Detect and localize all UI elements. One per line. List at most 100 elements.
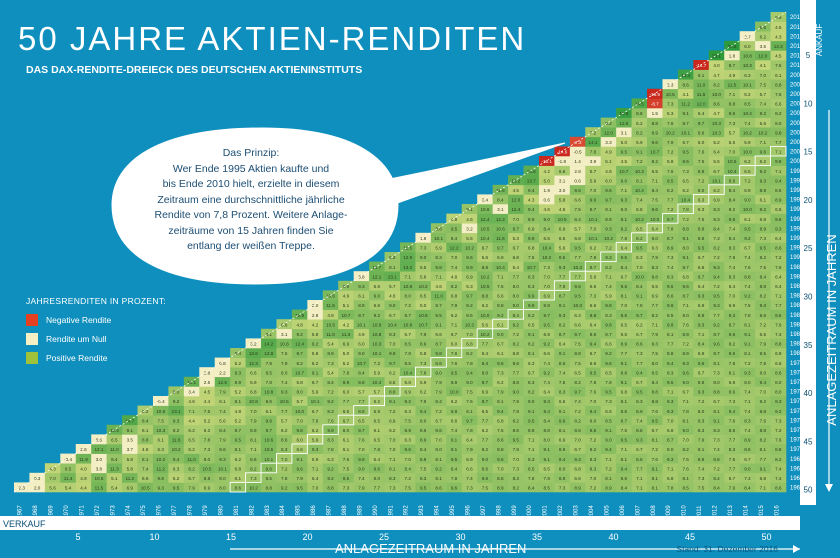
heatmap-cell-value: 6.4 — [482, 351, 489, 356]
heatmap-cell — [724, 98, 740, 109]
heatmap-cell — [585, 444, 602, 454]
heatmap-cell — [353, 357, 370, 368]
heatmap-cell-value: 10.1 — [589, 217, 598, 222]
heatmap-cell-value: 8.6 — [513, 361, 520, 366]
heatmap-cell — [693, 357, 710, 368]
heatmap-cell — [693, 338, 710, 349]
heatmap-cell — [724, 69, 740, 80]
heatmap-cell-value: 12.5 — [218, 380, 227, 385]
heatmap-cell — [585, 223, 602, 234]
heatmap-cell — [647, 367, 663, 378]
heatmap-cell — [508, 194, 524, 205]
heatmap-cell-value: 9.0 — [497, 332, 504, 337]
heatmap-cell — [770, 415, 787, 426]
heatmap-cell-value: 6.5 — [652, 284, 659, 289]
heatmap-cell-value: 7.2 — [327, 390, 334, 395]
sell-year-label: 2007 — [635, 505, 641, 519]
heatmap-cell — [523, 376, 540, 387]
heatmap-cell-value: 8.8 — [543, 303, 550, 308]
heatmap-cell — [708, 434, 725, 445]
heatmap-cell — [523, 213, 540, 224]
heatmap-cell-value: 9.3 — [621, 198, 628, 203]
heatmap-cell — [554, 444, 571, 454]
heatmap-cell-value: 7.6 — [497, 284, 504, 289]
heatmap-cell-value: 8.2 — [775, 457, 782, 462]
heatmap-cell — [647, 88, 663, 99]
heatmap-cell-value: 8.6 — [590, 332, 597, 337]
heatmap-cell — [261, 405, 277, 416]
heatmap-cell — [353, 367, 370, 378]
heatmap-cell-value: 5.8 — [405, 380, 412, 385]
heatmap-cell-value: 8.2 — [667, 188, 674, 193]
heatmap-cell — [523, 204, 540, 214]
heatmap-cell-value: 8.1 — [652, 486, 659, 491]
heatmap-cell-value: 8.1 — [667, 332, 674, 337]
heatmap-cell-value: 9.7 — [482, 380, 489, 385]
heatmap-cell-value: 8.9 — [559, 447, 566, 452]
heatmap-cell-value: 8.7 — [559, 332, 566, 337]
heatmap-cell — [631, 367, 648, 378]
heatmap-cell — [245, 405, 262, 416]
heatmap-cell-value: 6.6 — [497, 294, 504, 299]
heatmap-cell — [770, 40, 787, 51]
heatmap-cell — [538, 271, 555, 282]
heatmap-cell — [523, 463, 540, 474]
heatmap-cell-value: -15.1 — [541, 159, 552, 164]
heatmap-cell-value: 4.8 — [559, 207, 566, 212]
heatmap-cell-value: 6.0 — [605, 178, 612, 183]
heatmap-cell-value: 9.1 — [605, 428, 612, 433]
heatmap-cell — [724, 165, 740, 176]
heatmap-cell-value: 7.2 — [590, 486, 597, 491]
heatmap-cell-value: 7.0 — [590, 476, 597, 481]
heatmap-cell — [446, 396, 463, 406]
heatmap-cell-value: 8.4 — [713, 486, 720, 491]
heatmap-cell — [600, 280, 617, 291]
heatmap-cell-value: 8.3 — [590, 457, 597, 462]
heatmap-cell — [322, 424, 339, 435]
heatmap-cell — [446, 472, 463, 483]
heatmap-cell-value: 8.2 — [775, 111, 782, 116]
heatmap-cell-value: 11.0 — [187, 457, 196, 462]
heatmap-cell — [461, 482, 478, 493]
heatmap-cell-value: 7.6 — [652, 457, 659, 462]
heatmap-cell — [261, 453, 277, 464]
heatmap-cell-value: 6.1 — [219, 399, 226, 404]
heatmap-cell — [677, 396, 694, 406]
heatmap-cell-value: 8.7 — [559, 294, 566, 299]
heatmap-cell-value: 8.1 — [744, 351, 751, 356]
heatmap-cell-value: 7.1 — [451, 322, 458, 327]
heatmap-cell — [647, 242, 663, 253]
heatmap-cell — [415, 463, 432, 474]
heatmap-cell — [477, 223, 493, 234]
heatmap-cell-value: 8.0 — [775, 121, 782, 126]
heatmap-cell-value: 7.5 — [574, 207, 581, 212]
heatmap-cell-value: 7.5 — [698, 159, 705, 164]
heatmap-cell — [400, 367, 416, 378]
heatmap-cell — [616, 108, 632, 118]
heatmap-cell-value: 9.8 — [590, 313, 597, 318]
heatmap-cell-value: 6.1 — [343, 447, 350, 452]
x-tick-label: 35 — [532, 532, 542, 542]
heatmap-cell-value: 8.6 — [266, 399, 273, 404]
heatmap-cell-value: 8.2 — [760, 438, 767, 443]
heatmap-cell-value: 9.0 — [682, 380, 689, 385]
heatmap-cell — [461, 453, 478, 464]
heatmap-cell — [276, 338, 293, 349]
heatmap-cell — [677, 309, 694, 320]
buy-year-label: 1974 — [790, 409, 804, 415]
heatmap-cell — [600, 290, 617, 301]
heatmap-cell-value: 7.6 — [667, 169, 674, 174]
heatmap-cell — [508, 184, 524, 195]
heatmap-cell — [461, 396, 478, 406]
heatmap-cell — [353, 376, 370, 387]
heatmap-cell-value: 10.8 — [403, 322, 412, 327]
heatmap-cell-value: 6.5 — [358, 418, 365, 423]
heatmap-cell-value: 6.8 — [667, 476, 674, 481]
heatmap-cell-value: 9.8 — [358, 380, 365, 385]
heatmap-cell — [724, 434, 740, 445]
sell-year-label: 2003 — [574, 505, 580, 519]
heatmap-cell-value: 7.8 — [420, 370, 427, 375]
heatmap-cell — [739, 405, 756, 416]
heatmap-cell-value: 10.3 — [465, 322, 474, 327]
y-tick-label: 5 — [806, 51, 811, 60]
